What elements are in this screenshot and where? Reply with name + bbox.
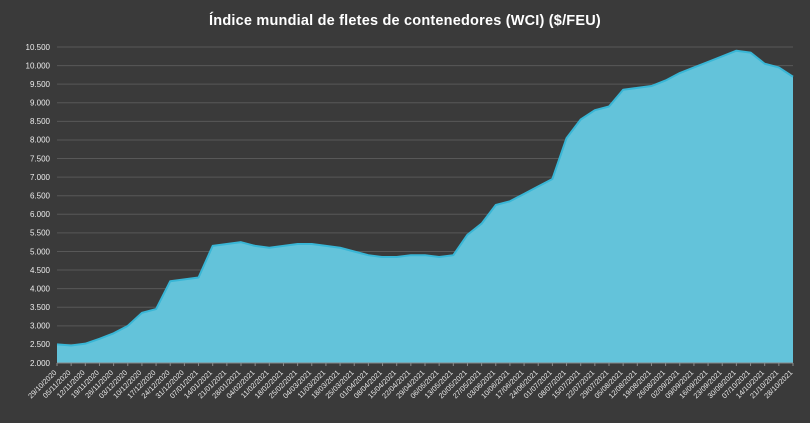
x-axis-ticks: [56, 363, 794, 366]
area-series-fill: [57, 50, 793, 363]
y-tick-label: 2.500: [30, 340, 51, 349]
x-axis-labels: 29/10/202005/11/202012/11/202019/11/2020…: [26, 368, 794, 400]
y-tick-label: 3.000: [30, 322, 51, 331]
y-axis-labels: 2.000 2.500 3.000 3.500 4.000 4.500 5.000 5.500…: [26, 43, 51, 368]
y-tick-label: 7.000: [30, 173, 51, 182]
y-tick-label: 6.000: [30, 210, 51, 219]
y-tick-label: 4.000: [30, 284, 51, 293]
y-tick-label: 10.000: [26, 61, 51, 70]
y-tick-label: 10.500: [26, 43, 51, 52]
y-tick-label: 6.500: [30, 192, 51, 201]
y-tick-label: 3.500: [30, 303, 51, 312]
y-tick-label: 9.500: [30, 80, 51, 89]
y-tick-label: 8.500: [30, 117, 51, 126]
y-tick-label: 7.500: [30, 154, 51, 163]
chart-title: Índice mundial de fletes de contenedores…: [209, 13, 601, 29]
y-tick-label: 2.000: [30, 359, 51, 368]
y-tick-label: 4.500: [30, 266, 51, 275]
y-tick-label: 9.000: [30, 99, 51, 108]
y-tick-label: 5.000: [30, 247, 51, 256]
y-tick-label: 8.000: [30, 136, 51, 145]
area-series-line: [56, 49, 794, 347]
y-tick-label: 5.500: [30, 229, 51, 238]
